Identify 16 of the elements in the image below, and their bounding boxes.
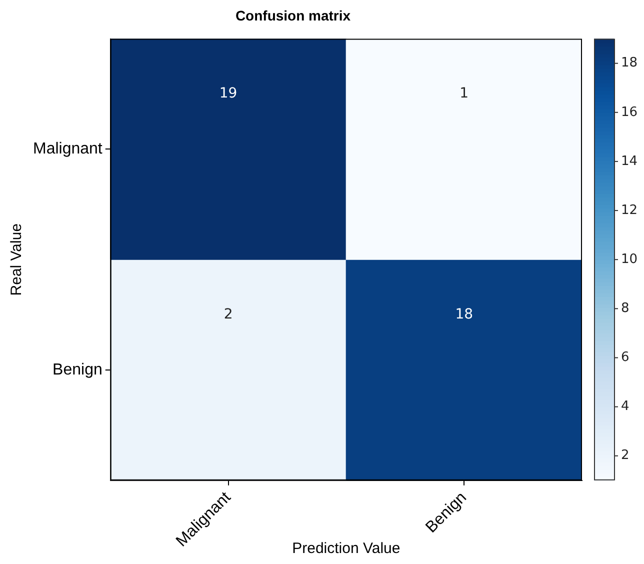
- color-bar-label: 2: [621, 448, 630, 464]
- y-axis-title: Real Value: [8, 223, 26, 296]
- data-label: 19: [219, 86, 238, 102]
- color-bar-label: 12: [621, 202, 638, 218]
- data-label: 18: [455, 306, 474, 322]
- color-bar-label: 10: [621, 252, 638, 267]
- x-axis-title: Prediction Value: [292, 540, 400, 558]
- data-label: 2: [224, 306, 233, 322]
- color-bar-label: 18: [621, 56, 638, 71]
- color-bar-label: 6: [621, 350, 630, 366]
- data-label: 1: [460, 86, 469, 102]
- chart-title: Confusion matrix: [235, 7, 351, 24]
- color-bar-label: 4: [621, 399, 630, 414]
- color-bar-label: 14: [621, 154, 638, 169]
- color-bar-label: 8: [621, 301, 630, 316]
- color-bar-label: 16: [621, 104, 638, 120]
